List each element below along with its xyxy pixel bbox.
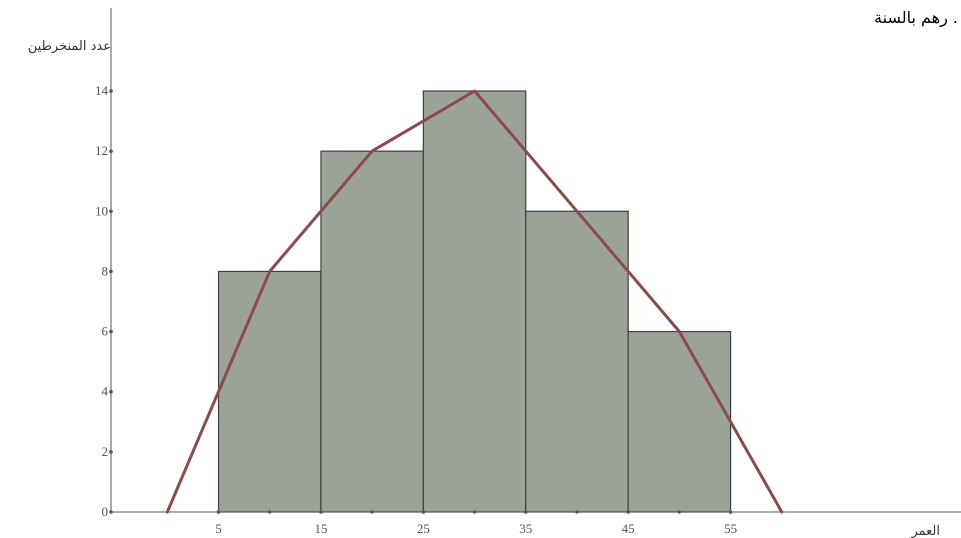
- x-tick-mark: [421, 510, 426, 514]
- y-tick-label: 0: [102, 504, 109, 519]
- histogram-bar-4: [525, 210, 629, 513]
- polygon-layer: [165, 89, 784, 514]
- histogram-bar-3: [422, 90, 527, 513]
- y-tick-mark: [109, 450, 113, 454]
- x-tick-mark: [728, 510, 733, 514]
- y-tick-label: 10: [95, 203, 108, 218]
- y-tick-mark: [109, 149, 113, 153]
- y-tick-mark: [109, 269, 113, 274]
- labels-layer: عدد المنخرطين العمر 0 2 4 6 8 10 12 14 5 15 25 35 45…: [28, 39, 940, 538]
- y-tick-mark: [109, 329, 113, 334]
- x-tick-label: 5: [215, 521, 222, 536]
- x-tick-label: 15: [314, 521, 327, 536]
- frequency-polygon-line: [165, 89, 784, 514]
- x-tick-mark: [626, 510, 630, 514]
- y-tick-label: 4: [102, 384, 109, 399]
- axes-layer: [109, 8, 961, 514]
- x-midpoint-mark: [268, 510, 272, 514]
- histogram-bar-5: [627, 330, 732, 513]
- y-tick-label: 2: [102, 444, 109, 459]
- x-tick-label: 35: [519, 521, 532, 536]
- histogram-bar-2: [320, 150, 424, 513]
- y-tick-mark: [109, 510, 113, 514]
- x-midpoint-mark: [370, 510, 374, 514]
- cut-off-caption-text: رهم بالسنة .: [874, 8, 958, 28]
- x-midpoint-mark: [575, 510, 579, 514]
- x-axis-label: العمر: [910, 524, 940, 538]
- y-tick-mark: [109, 389, 113, 394]
- x-tick-label: 25: [417, 521, 430, 536]
- x-midpoint-mark: [472, 510, 477, 514]
- y-tick-label: 14: [95, 83, 109, 98]
- x-tick-mark: [319, 510, 323, 514]
- y-tick-label: 6: [102, 324, 109, 339]
- y-tick-mark: [109, 89, 113, 93]
- histogram-bar-1: [217, 270, 322, 513]
- y-axis-label: عدد المنخرطين: [28, 39, 111, 54]
- y-tick-label: 8: [102, 263, 109, 278]
- x-midpoint-mark: [677, 510, 681, 514]
- x-tick-mark: [216, 510, 221, 514]
- x-tick-label: 55: [724, 521, 737, 536]
- y-tick-label: 12: [95, 143, 108, 158]
- y-tick-mark: [109, 209, 113, 214]
- x-tick-label: 45: [622, 521, 635, 536]
- x-tick-mark: [523, 510, 528, 514]
